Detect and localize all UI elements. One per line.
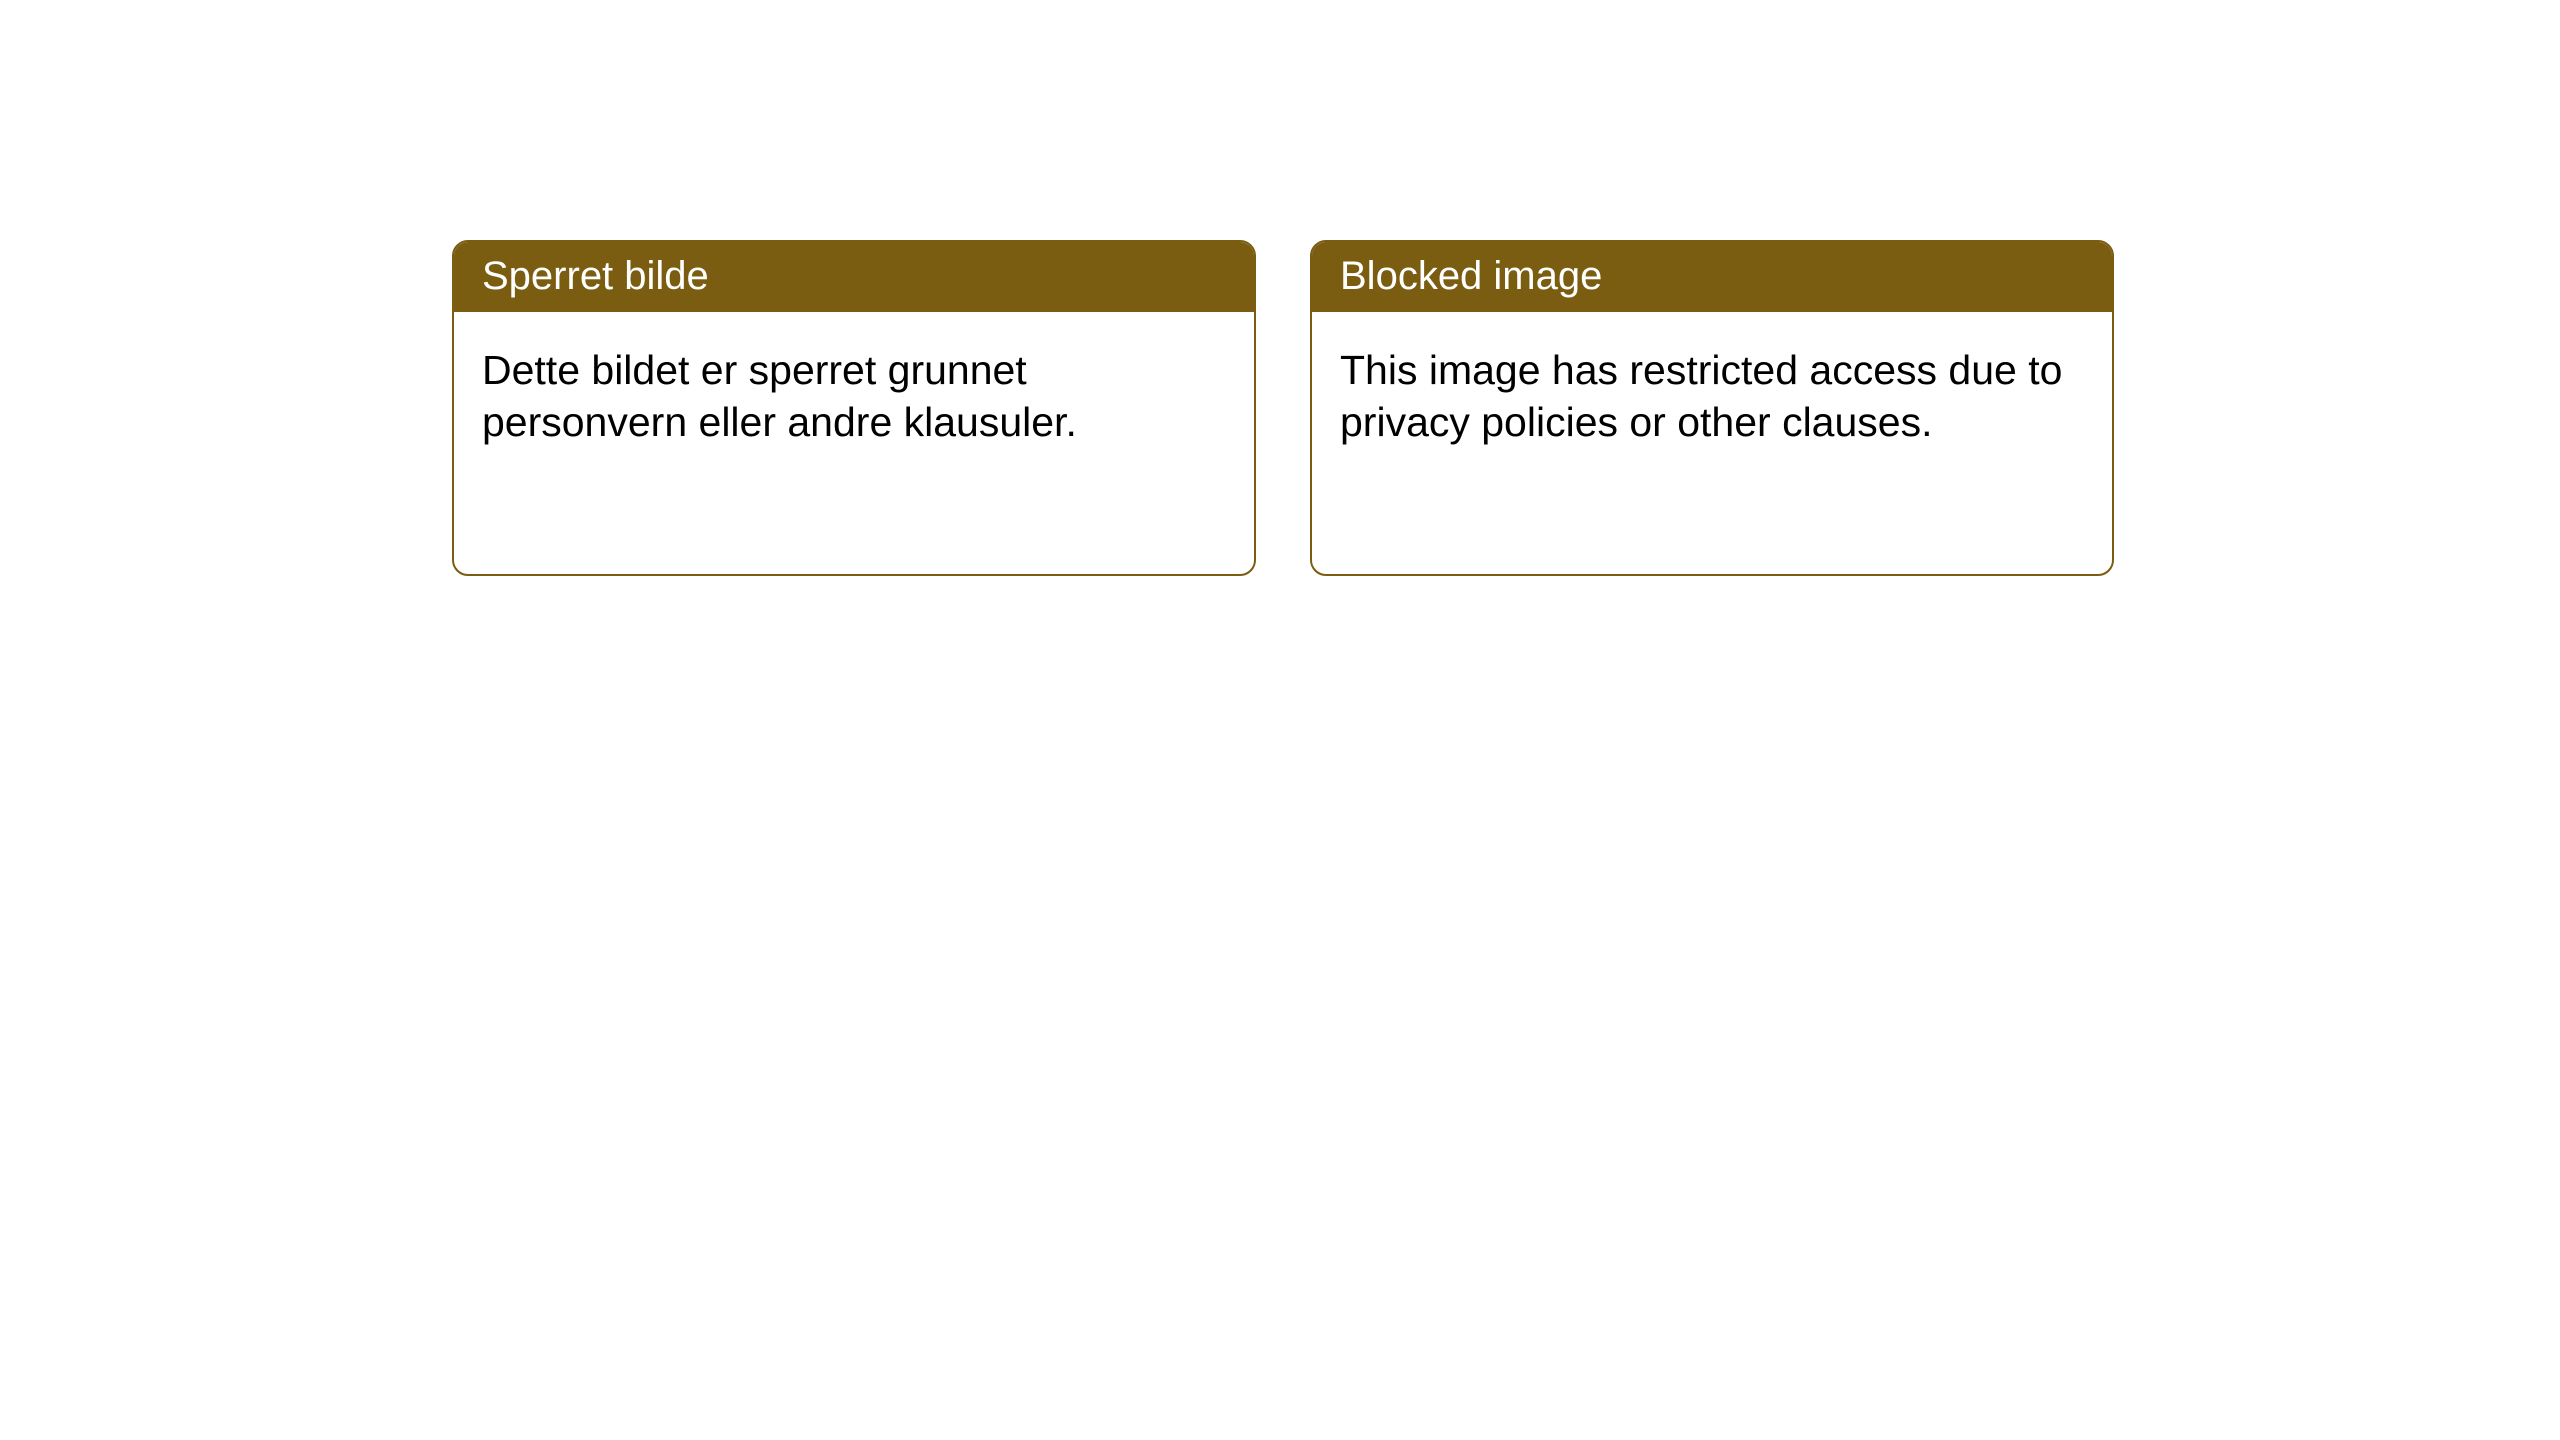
- notice-card-norwegian: Sperret bilde Dette bildet er sperret gr…: [452, 240, 1256, 576]
- card-header-english: Blocked image: [1312, 242, 2112, 312]
- notice-card-english: Blocked image This image has restricted …: [1310, 240, 2114, 576]
- card-header-norwegian: Sperret bilde: [454, 242, 1254, 312]
- notice-cards-container: Sperret bilde Dette bildet er sperret gr…: [452, 240, 2114, 576]
- card-body-norwegian: Dette bildet er sperret grunnet personve…: [454, 312, 1254, 481]
- card-body-english: This image has restricted access due to …: [1312, 312, 2112, 481]
